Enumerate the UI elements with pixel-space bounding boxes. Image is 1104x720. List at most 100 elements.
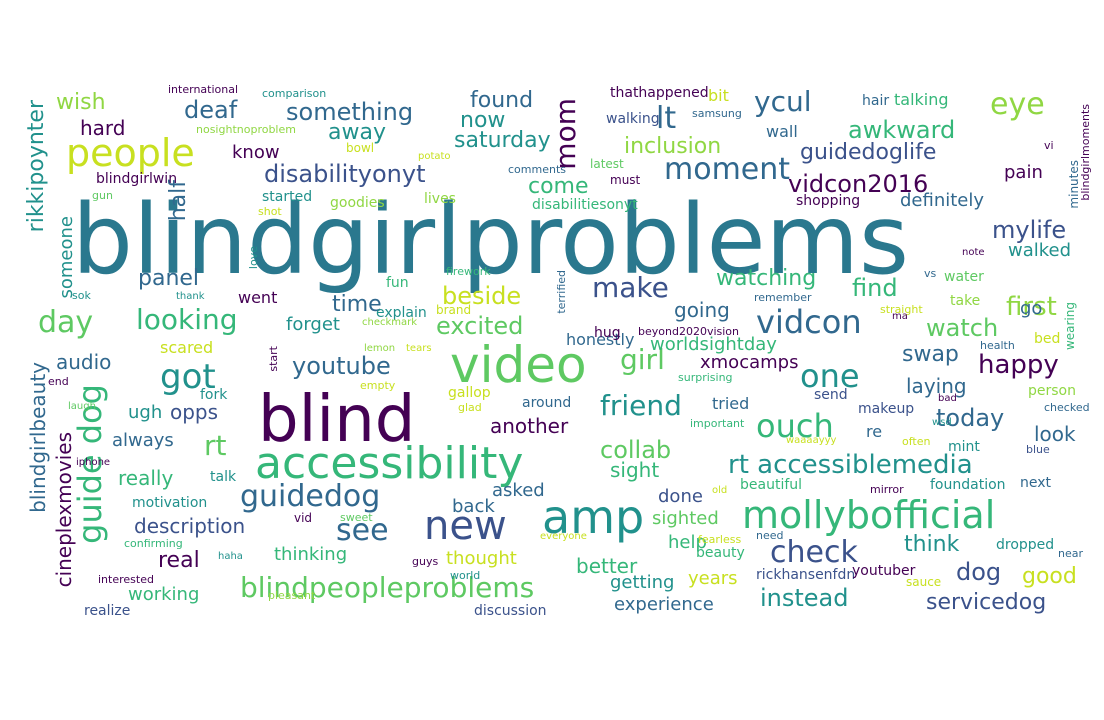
word: wall <box>766 122 798 141</box>
word: forget <box>286 314 340 335</box>
word: tears <box>406 343 432 354</box>
word: instead <box>760 584 849 612</box>
word: send <box>814 387 848 403</box>
word: rickhansenfdn <box>756 567 856 583</box>
word: lemon <box>364 343 396 354</box>
word: rt <box>204 429 227 462</box>
word: help <box>668 532 707 553</box>
word: better <box>576 554 638 578</box>
word: sweet <box>340 511 373 524</box>
word: tried <box>712 394 750 413</box>
word: vidcon <box>756 303 862 341</box>
word: straight <box>880 303 923 316</box>
word: cineplexmovies <box>52 432 76 588</box>
word: sighted <box>652 508 719 529</box>
word: water <box>944 269 984 285</box>
word: day <box>38 305 94 340</box>
word: mollybofficial <box>742 493 996 537</box>
word: guidedoglife <box>800 140 937 165</box>
word: latest <box>590 157 624 171</box>
word: come <box>528 174 589 199</box>
word: moment <box>664 152 791 187</box>
word: hard <box>80 116 126 140</box>
word: find <box>852 274 898 302</box>
word: mint <box>948 439 980 455</box>
word: goodies <box>330 195 385 211</box>
word: empty <box>360 379 396 392</box>
word: really <box>118 466 174 490</box>
word: beauty <box>696 545 745 561</box>
word: xmocamps <box>700 352 799 373</box>
word: firework <box>446 265 491 278</box>
word: back <box>452 496 495 517</box>
word: comments <box>508 163 566 176</box>
word: potato <box>418 151 451 162</box>
word: disabilityonyt <box>264 160 426 188</box>
word: end <box>48 375 69 388</box>
word: person <box>1028 383 1076 399</box>
word: glad <box>458 401 482 414</box>
word: gallop <box>448 385 491 401</box>
word: ouch <box>756 407 834 445</box>
word: samsung <box>692 107 742 120</box>
word: vi <box>1044 139 1054 152</box>
word: lt <box>656 101 677 136</box>
word: blindpeopleproblems <box>240 571 535 604</box>
word: thought <box>446 548 517 569</box>
word: pleasant <box>268 589 316 602</box>
word: ma <box>892 311 908 322</box>
word: go <box>1020 298 1043 319</box>
word: shopping <box>796 193 861 209</box>
word: thathappened <box>610 85 709 101</box>
word: wearing <box>1063 302 1077 351</box>
word: went <box>238 288 278 307</box>
word: pain <box>1004 162 1043 183</box>
word: blindgirlproblems <box>72 184 910 296</box>
word: experience <box>614 594 714 615</box>
word: make <box>592 271 669 304</box>
word: blue <box>1026 443 1050 456</box>
word: inclusion <box>624 134 722 159</box>
word: wish <box>56 90 106 115</box>
word: must <box>610 173 641 187</box>
word: good <box>1022 564 1077 589</box>
word: beside <box>442 282 522 310</box>
word: mirror <box>870 483 904 496</box>
word: thinking <box>274 544 348 565</box>
word: love <box>247 246 260 270</box>
word: see <box>336 513 389 548</box>
word: excited <box>436 312 524 340</box>
word: got <box>160 357 216 397</box>
word: accessibility <box>255 438 524 489</box>
word: old <box>712 485 728 496</box>
word: watching <box>716 266 817 291</box>
word: walked <box>1008 240 1072 261</box>
word: awkward <box>848 116 956 144</box>
word: start <box>267 346 280 372</box>
word: first <box>1006 292 1057 322</box>
word: watch <box>926 314 999 342</box>
word: working <box>128 584 200 605</box>
word: scared <box>160 338 214 357</box>
word: eye <box>990 87 1045 122</box>
word: bowl <box>346 141 375 155</box>
word: another <box>490 414 569 438</box>
word: rikkipoynter <box>24 100 49 233</box>
word: lives <box>424 191 456 207</box>
word: mom <box>549 98 582 170</box>
word: someone <box>56 216 77 299</box>
word: confirming <box>124 537 183 550</box>
word: sauce <box>906 575 942 589</box>
word: panel <box>138 266 200 291</box>
word: beautiful <box>740 477 803 493</box>
word: wsd <box>932 417 952 428</box>
word: everyone <box>540 531 587 542</box>
word: youtube <box>292 352 391 380</box>
word: talk <box>210 469 237 485</box>
word: done <box>658 486 703 507</box>
word: checked <box>1044 401 1090 414</box>
word: honestly <box>566 330 635 349</box>
word: next <box>1020 475 1052 491</box>
word: away <box>328 120 386 145</box>
